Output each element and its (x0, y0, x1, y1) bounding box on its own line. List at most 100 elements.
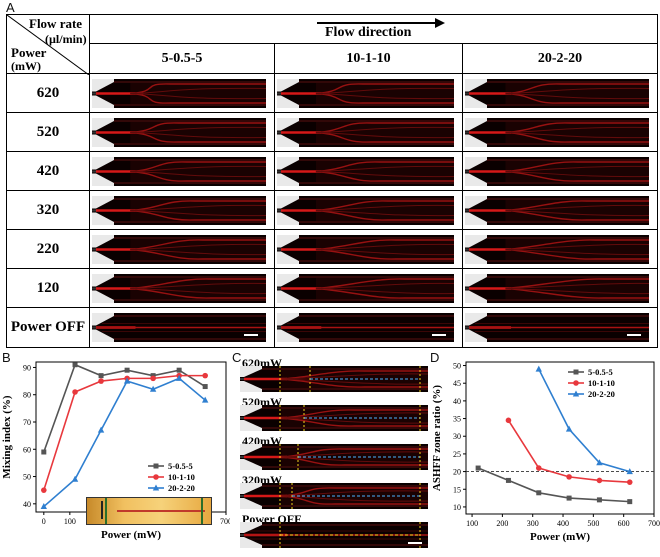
panel-c-image-4 (240, 483, 428, 509)
x-tick-label: 0 (42, 517, 46, 526)
channel-image-r7-c2 (277, 313, 454, 342)
inset-right-line (201, 498, 203, 524)
header-power-unit: (mW) (11, 59, 41, 73)
flow-power-table: Flow rate (µl/min) Power (mW) Flow direc… (6, 14, 658, 348)
channel-image-svg (277, 313, 454, 342)
channel-image-svg (465, 196, 649, 225)
channel-image-r3-c3 (465, 157, 649, 186)
y-tick-label: 20 (453, 468, 461, 477)
y-tick-label: 50 (23, 473, 31, 482)
y-tick-label: 30 (453, 432, 461, 441)
data-point (626, 479, 633, 485)
data-point (72, 389, 78, 395)
channel-image-r6-c2 (277, 274, 454, 303)
header-power: Power (11, 45, 47, 60)
y-tick-label: 70 (23, 418, 31, 427)
channel-image-svg (465, 313, 649, 342)
channel-image-r5-c2 (277, 235, 454, 264)
y-tick-label: 60 (23, 445, 31, 454)
x-tick-label: 500 (587, 519, 599, 528)
channel-image-svg (277, 79, 454, 108)
channel-image-svg (277, 157, 454, 186)
inset-left-line (105, 498, 107, 524)
data-point (149, 385, 157, 392)
data-point (71, 475, 79, 482)
data-point (150, 375, 156, 382)
panel-label-c: C (232, 350, 242, 365)
data-point (72, 362, 78, 368)
column-header-2: 10-1-10 (346, 51, 391, 66)
y-tick-label: 40 (453, 397, 461, 406)
flow-direction-arrow-icon (317, 18, 445, 28)
legend-label: 10-1-10 (168, 472, 195, 482)
channel-image-r3-c2 (277, 157, 454, 186)
data-point (124, 367, 130, 373)
channel-image-svg (92, 196, 266, 225)
header-diagonal (7, 15, 89, 75)
channel-image-r6-c3 (465, 274, 649, 303)
channel-image-r4-c1 (92, 196, 266, 225)
scale-bar (244, 334, 258, 336)
y-axis-label: ASHFF zone ratio (%) (431, 385, 443, 492)
x-axis-label: Power (mW) (101, 529, 161, 541)
channel-image-r6-c1 (92, 274, 266, 303)
data-point (201, 396, 209, 403)
channel-image-svg (92, 118, 266, 147)
scale-bar (627, 334, 641, 336)
header-flow-rate: Flow rate (29, 16, 83, 31)
flow-direction-label: Flow direction (325, 25, 412, 40)
panel-c-image-2 (240, 405, 428, 431)
data-point (596, 459, 603, 466)
x-tick-label: 100 (466, 519, 478, 528)
channel-image-r3-c1 (92, 157, 266, 186)
data-point (566, 474, 572, 480)
row-label-power-off: Power OFF (10, 319, 86, 335)
data-point (175, 374, 183, 381)
panel-label-d: D (430, 350, 440, 365)
legend-marker (153, 474, 159, 480)
legend-marker (573, 380, 579, 386)
legend-label: 20-2-20 (168, 483, 195, 493)
data-point (535, 465, 542, 471)
channel-image-r5-c1 (92, 235, 266, 264)
data-point (505, 417, 512, 424)
data-point (123, 377, 131, 384)
channel-image-svg (465, 157, 649, 186)
data-point (505, 477, 511, 483)
channel-image-r1-c1 (92, 79, 266, 108)
panel-c-image-3 (240, 444, 428, 470)
data-point (40, 503, 48, 510)
channel-image-r5-c3 (465, 235, 649, 264)
panel-c-image-1 (240, 366, 428, 392)
series-line-20-2-20 (538, 368, 630, 473)
row-label-420: 420 (36, 162, 60, 179)
row-label-520: 520 (36, 123, 60, 140)
scale-bar (408, 542, 422, 544)
channel-image-svg (277, 196, 454, 225)
channel-image-svg (92, 235, 266, 264)
y-tick-label: 15 (453, 485, 461, 494)
legend-label: 20-2-20 (588, 389, 615, 399)
column-header-3: 20-2-20 (537, 51, 583, 66)
channel-image-r7-c1 (92, 313, 266, 342)
x-tick-label: 700 (220, 517, 230, 526)
y-tick-label: 10 (453, 503, 461, 512)
channel-image-r2-c2 (277, 118, 454, 147)
panel-c-images: 620mW 520mW 420mW 320mW Power OFF (240, 356, 428, 552)
data-point (41, 449, 47, 455)
data-point (475, 465, 481, 471)
channel-image-svg (92, 274, 266, 303)
channel-image-r7-c3 (465, 313, 649, 342)
mixing-inset-image (86, 497, 212, 525)
row-label-320: 320 (36, 201, 60, 218)
data-point (596, 477, 603, 484)
legend-label: 5-0.5-5 (168, 461, 193, 471)
y-tick-label: 90 (23, 363, 31, 372)
scale-bar (432, 334, 446, 336)
x-tick-label: 100 (64, 517, 76, 526)
x-axis-label: Power (mW) (530, 531, 590, 543)
data-point (566, 495, 572, 501)
data-point (565, 425, 573, 432)
inset-inlet-mark (91, 501, 103, 519)
channel-image-svg (465, 118, 649, 147)
